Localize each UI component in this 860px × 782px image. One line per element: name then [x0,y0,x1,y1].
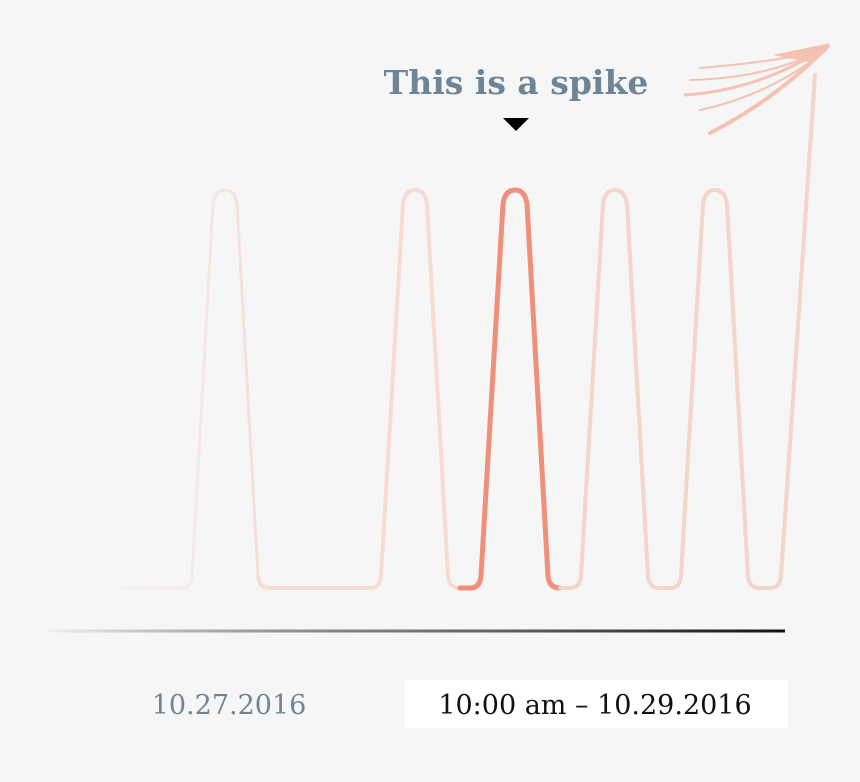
waveform [98,73,817,591]
arrow-swoosh [683,43,830,135]
end-date: 10:00 am – 10.29.2016 [438,690,751,721]
axis-line [40,629,785,633]
spike [98,188,374,590]
spike [558,73,817,590]
start-date: 10.27.2016 [152,690,307,721]
highlighted-spike [457,187,563,591]
spike [256,188,472,590]
pointer [503,118,529,131]
end-date-box [405,680,788,728]
annotation: This is a spike [384,63,649,102]
